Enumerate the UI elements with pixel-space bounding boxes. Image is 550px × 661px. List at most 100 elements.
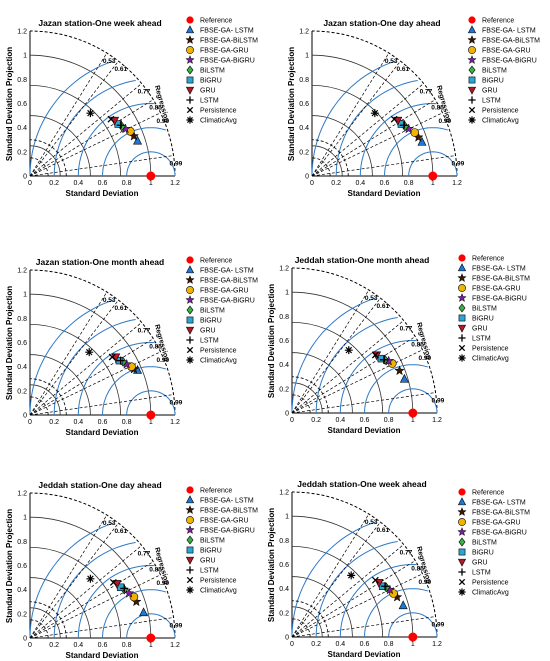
legend-marker (467, 25, 477, 34)
y-axis-title: Standard Deviation Projection (5, 286, 14, 400)
x-tick-label: 0.8 (122, 180, 132, 187)
correlation-line (29, 561, 154, 639)
model-point (394, 365, 405, 376)
rms-arc (384, 127, 448, 177)
correlation-label: 0.77 (400, 549, 413, 556)
std-dev-arc (291, 606, 323, 638)
legend-label: Persistence (200, 578, 237, 585)
correlation-label: 0.90 (419, 579, 432, 586)
correlation-line (311, 60, 401, 177)
y-tick-label: 0.8 (299, 77, 309, 84)
std-dev-arc (291, 545, 384, 638)
legend-label: BiGRU (200, 78, 222, 85)
legend-label: FBSE-GA-BiGRU (200, 528, 255, 535)
rms-arc (77, 102, 155, 177)
model-point (410, 128, 420, 137)
legend-marker (185, 556, 195, 565)
legend-marker (458, 303, 466, 313)
model-point (129, 592, 139, 602)
model-point (377, 354, 386, 363)
x-tick-label: 1 (149, 180, 153, 187)
correlation-line (291, 349, 423, 414)
y-tick-label: 0 (305, 174, 309, 181)
correlation-line (29, 522, 119, 639)
y-tick-label: 0.4 (279, 362, 289, 369)
correlation-line (29, 322, 142, 416)
model-point (86, 109, 95, 118)
y-tick-label: 1 (23, 292, 27, 299)
legend-label: LSTM (472, 336, 491, 343)
y-tick-label: 0.2 (17, 611, 27, 618)
legend-label: ClimaticAvg (200, 358, 237, 365)
y-tick-label: 0.6 (279, 338, 289, 345)
legend-label: Persistence (200, 108, 237, 115)
correlation-label: 0.99 (170, 400, 183, 407)
legend-label: Reference (200, 258, 232, 265)
rms-arc (126, 151, 176, 176)
legend-label: FBSE-GA- LSTM (200, 28, 254, 35)
legend-marker (467, 54, 477, 65)
legend-marker (468, 76, 476, 84)
model-point (116, 356, 125, 365)
std-dev-arc (29, 546, 122, 639)
model-point (399, 373, 409, 383)
rms-arc (126, 613, 176, 638)
y-tick-label: 0.2 (279, 386, 289, 393)
legend-label: BiGRU (482, 78, 504, 85)
model-point (399, 121, 408, 130)
legend-marker (458, 578, 466, 586)
panel-title: Jazan station-One month ahead (36, 257, 164, 267)
correlation-label: 0.77 (420, 88, 433, 95)
x-tick-label: 0.4 (73, 642, 83, 649)
legend-label: Persistence (472, 580, 509, 587)
legend: Reference FBSE-GA- LSTM FBSE-GA-BiLSTM FBSE… (185, 256, 258, 365)
x-tick-label: 0.2 (49, 419, 59, 426)
legend-marker (468, 16, 476, 24)
legend-marker (185, 25, 195, 34)
legend-label: FBSE-GA-GRU (482, 48, 531, 55)
correlation-label: 0.61 (396, 66, 409, 73)
legend-label: FBSE-GA-GRU (200, 288, 249, 295)
x-axis-title: Standard Deviation (66, 189, 139, 198)
taylor-panel-6: 0.530.610.770.850.900.99Regression000.20… (267, 479, 530, 659)
legend-marker (186, 516, 194, 524)
legend-label: FBSE-GA-BiGRU (482, 58, 537, 65)
std-dev-arc (291, 382, 323, 414)
legend-marker (458, 314, 466, 322)
inner-dashed-arc (291, 600, 329, 638)
std-dev-arc (29, 54, 152, 177)
legend-label: ClimaticAvg (472, 590, 509, 597)
rms-arc (102, 589, 166, 639)
legend-marker (186, 46, 194, 54)
y-tick-label: 1.2 (17, 29, 27, 36)
y-tick-label: 0 (285, 635, 289, 642)
y-tick-label: 1 (285, 290, 289, 297)
legend-label: ClimaticAvg (472, 356, 509, 363)
x-tick-label: 0.6 (360, 641, 370, 648)
legend-label: BiGRU (200, 318, 222, 325)
x-tick-label: 1.2 (170, 642, 180, 649)
legend-marker (186, 316, 194, 324)
correlation-line (291, 297, 381, 414)
std-dev-arc (291, 515, 414, 638)
correlation-line (29, 291, 108, 416)
legend-label: FBSE-GA-BiGRU (200, 58, 255, 65)
legend-label: BiGRU (200, 548, 222, 555)
correlation-label: 0.61 (376, 303, 389, 310)
reference-point (408, 408, 418, 418)
legend-label: FBSE-GA-BiLSTM (472, 510, 530, 517)
legend-label: FBSE-GA-BiLSTM (200, 508, 258, 515)
legend-label: FBSE-GA-BiGRU (472, 530, 527, 537)
correlation-label: 0.61 (114, 66, 127, 73)
x-tick-label: 0.6 (98, 642, 108, 649)
x-tick-label: 1 (149, 419, 153, 426)
y-tick-label: 1 (305, 53, 309, 60)
legend-marker (186, 76, 194, 84)
legend-label: ClimaticAvg (200, 588, 237, 595)
rms-arc (408, 151, 458, 176)
y-axis-title: Standard Deviation Projection (287, 47, 296, 161)
correlation-line (291, 392, 436, 414)
legend-marker (186, 346, 194, 354)
legend-marker (457, 558, 467, 567)
y-tick-label: 1.2 (17, 491, 27, 498)
